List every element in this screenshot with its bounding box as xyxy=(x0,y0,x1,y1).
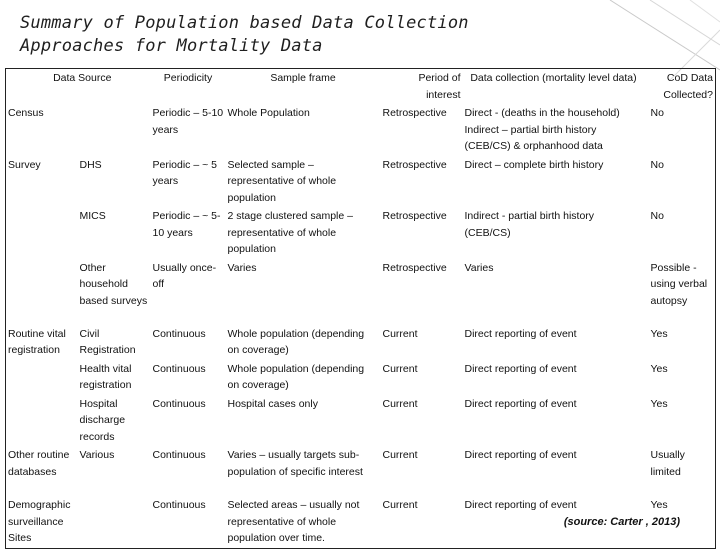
table-row: Other household based surveys Usually onc… xyxy=(6,259,716,325)
table-row: Other routine databases Various Continuous… xyxy=(6,446,716,496)
cell-source-type: Health vital registration xyxy=(79,362,132,392)
cell-period: Current xyxy=(382,499,418,511)
cell-data-collection: Direct reporting of event xyxy=(464,449,577,461)
cell-cod: Possible - using verbal autopsy xyxy=(650,261,708,307)
cell-periodicity: Continuous xyxy=(152,327,206,340)
corner-decoration xyxy=(609,0,720,80)
cell-source-type: Other household based surveys xyxy=(79,261,148,307)
table-row: Census Periodic – 5-10 years Whole Populat… xyxy=(6,104,716,156)
cell-data-collection: Direct - (deaths in the household) Indir… xyxy=(464,107,620,152)
cell-source: Routine vital registration xyxy=(8,327,66,357)
cell-period: Retrospective xyxy=(382,210,447,222)
cell-data-collection: Direct reporting of event xyxy=(464,499,577,511)
cell-sample-frame: Selected areas – usually not representat… xyxy=(227,499,360,544)
table-row: MICS Periodic – ~ 5-10 years 2 stage clust… xyxy=(6,207,716,259)
cell-period: Current xyxy=(382,327,418,340)
cell-source-type: Civil Registration xyxy=(79,327,136,357)
cell-periodicity: Continuous xyxy=(152,499,206,511)
cell-data-collection: Varies xyxy=(464,261,494,274)
cell-cod: No xyxy=(650,158,664,171)
table-row: Demographic surveillance Sites Continuous… xyxy=(6,496,716,548)
cell-source xyxy=(6,395,78,447)
header-row: Data Source Periodicity Sample frame Per… xyxy=(6,69,716,105)
cell-source-type xyxy=(78,104,151,156)
cell-periodicity: Periodic – 5-10 years xyxy=(152,107,224,136)
table-row: Routine vital registration Civil Registra… xyxy=(6,325,716,360)
cell-sample-frame: Selected sample – representative of whol… xyxy=(227,158,337,204)
cell-periodicity: Continuous xyxy=(152,397,206,410)
cell-period: Retrospective xyxy=(382,261,447,274)
cell-sample-frame: Whole population (depending on coverage) xyxy=(227,362,365,392)
cell-source: Other routine databases xyxy=(8,449,70,478)
cell-period: Retrospective xyxy=(382,107,447,119)
cell-source: Census xyxy=(8,107,44,119)
cell-data-collection: Direct reporting of event xyxy=(464,397,577,410)
cell-source-type: Hospital discharge records xyxy=(79,397,126,443)
cell-source xyxy=(6,259,78,325)
cell-data-collection: Indirect - partial birth history (CEB/CS… xyxy=(464,210,595,239)
cell-data-collection: Direct reporting of event xyxy=(464,327,577,340)
cell-sample-frame: 2 stage clustered sample – representativ… xyxy=(227,210,354,255)
cell-sample-frame: Whole Population xyxy=(227,107,310,119)
table-row: Hospital discharge records Continuous Hosp… xyxy=(6,395,716,447)
cell-period: Current xyxy=(382,449,418,461)
cell-sample-frame: Hospital cases only xyxy=(227,397,318,410)
cell-data-collection: Direct reporting of event xyxy=(464,362,577,375)
cell-source-type xyxy=(78,496,151,548)
table-row: Survey DHS Periodic – ~ 5 years Selected sa… xyxy=(6,156,716,208)
cell-source-type: MICS xyxy=(79,210,106,222)
header-data-source: Data Source xyxy=(53,72,112,84)
cell-period: Current xyxy=(382,397,418,410)
cell-source xyxy=(6,207,78,259)
header-periodicity: Periodicity xyxy=(163,72,213,84)
cell-cod: Yes xyxy=(650,362,668,375)
cell-source: Survey xyxy=(8,158,41,171)
cell-periodicity: Usually once-off xyxy=(152,261,217,291)
cell-periodicity: Continuous xyxy=(152,449,206,461)
cell-cod: No xyxy=(650,210,664,222)
slide-title: Summary of Population based Data Collect… xyxy=(20,13,469,56)
data-collection-table: Data Source Periodicity Sample frame Per… xyxy=(5,68,716,549)
cell-source-type: DHS xyxy=(79,158,102,171)
cell-sample-frame: Whole population (depending on coverage) xyxy=(227,327,365,357)
cell-sample-frame: Varies – usually targets sub-population … xyxy=(227,449,363,478)
cell-cod: Yes xyxy=(650,397,668,410)
cell-source-type: Various xyxy=(79,449,115,461)
cell-periodicity: Continuous xyxy=(152,362,206,375)
cell-period: Current xyxy=(382,362,418,375)
source-note: (source: Carter , 2013) xyxy=(561,516,682,528)
header-sample-frame: Sample frame xyxy=(270,72,336,84)
cell-periodicity: Periodic – ~ 5-10 years xyxy=(152,210,221,239)
cell-period: Retrospective xyxy=(382,158,447,171)
cell-data-collection: Direct – complete birth history xyxy=(464,158,604,171)
cell-sample-frame: Varies xyxy=(227,261,257,274)
header-data-collection: Data collection (mortality level data) xyxy=(470,72,637,84)
cell-source xyxy=(6,360,78,395)
cell-cod: Yes xyxy=(650,327,668,340)
cell-periodicity: Periodic – ~ 5 years xyxy=(152,158,218,188)
cell-source: Demographic surveillance Sites xyxy=(8,499,71,544)
cell-cod: No xyxy=(650,107,664,119)
cell-cod: Yes xyxy=(650,499,668,511)
header-period-of-interest: Period of interest xyxy=(418,72,461,101)
table-row: Health vital registration Continuous Whole… xyxy=(6,360,716,395)
header-cod-collected: CoD Data Collected? xyxy=(663,72,713,101)
cell-cod: Usually limited xyxy=(650,449,685,478)
